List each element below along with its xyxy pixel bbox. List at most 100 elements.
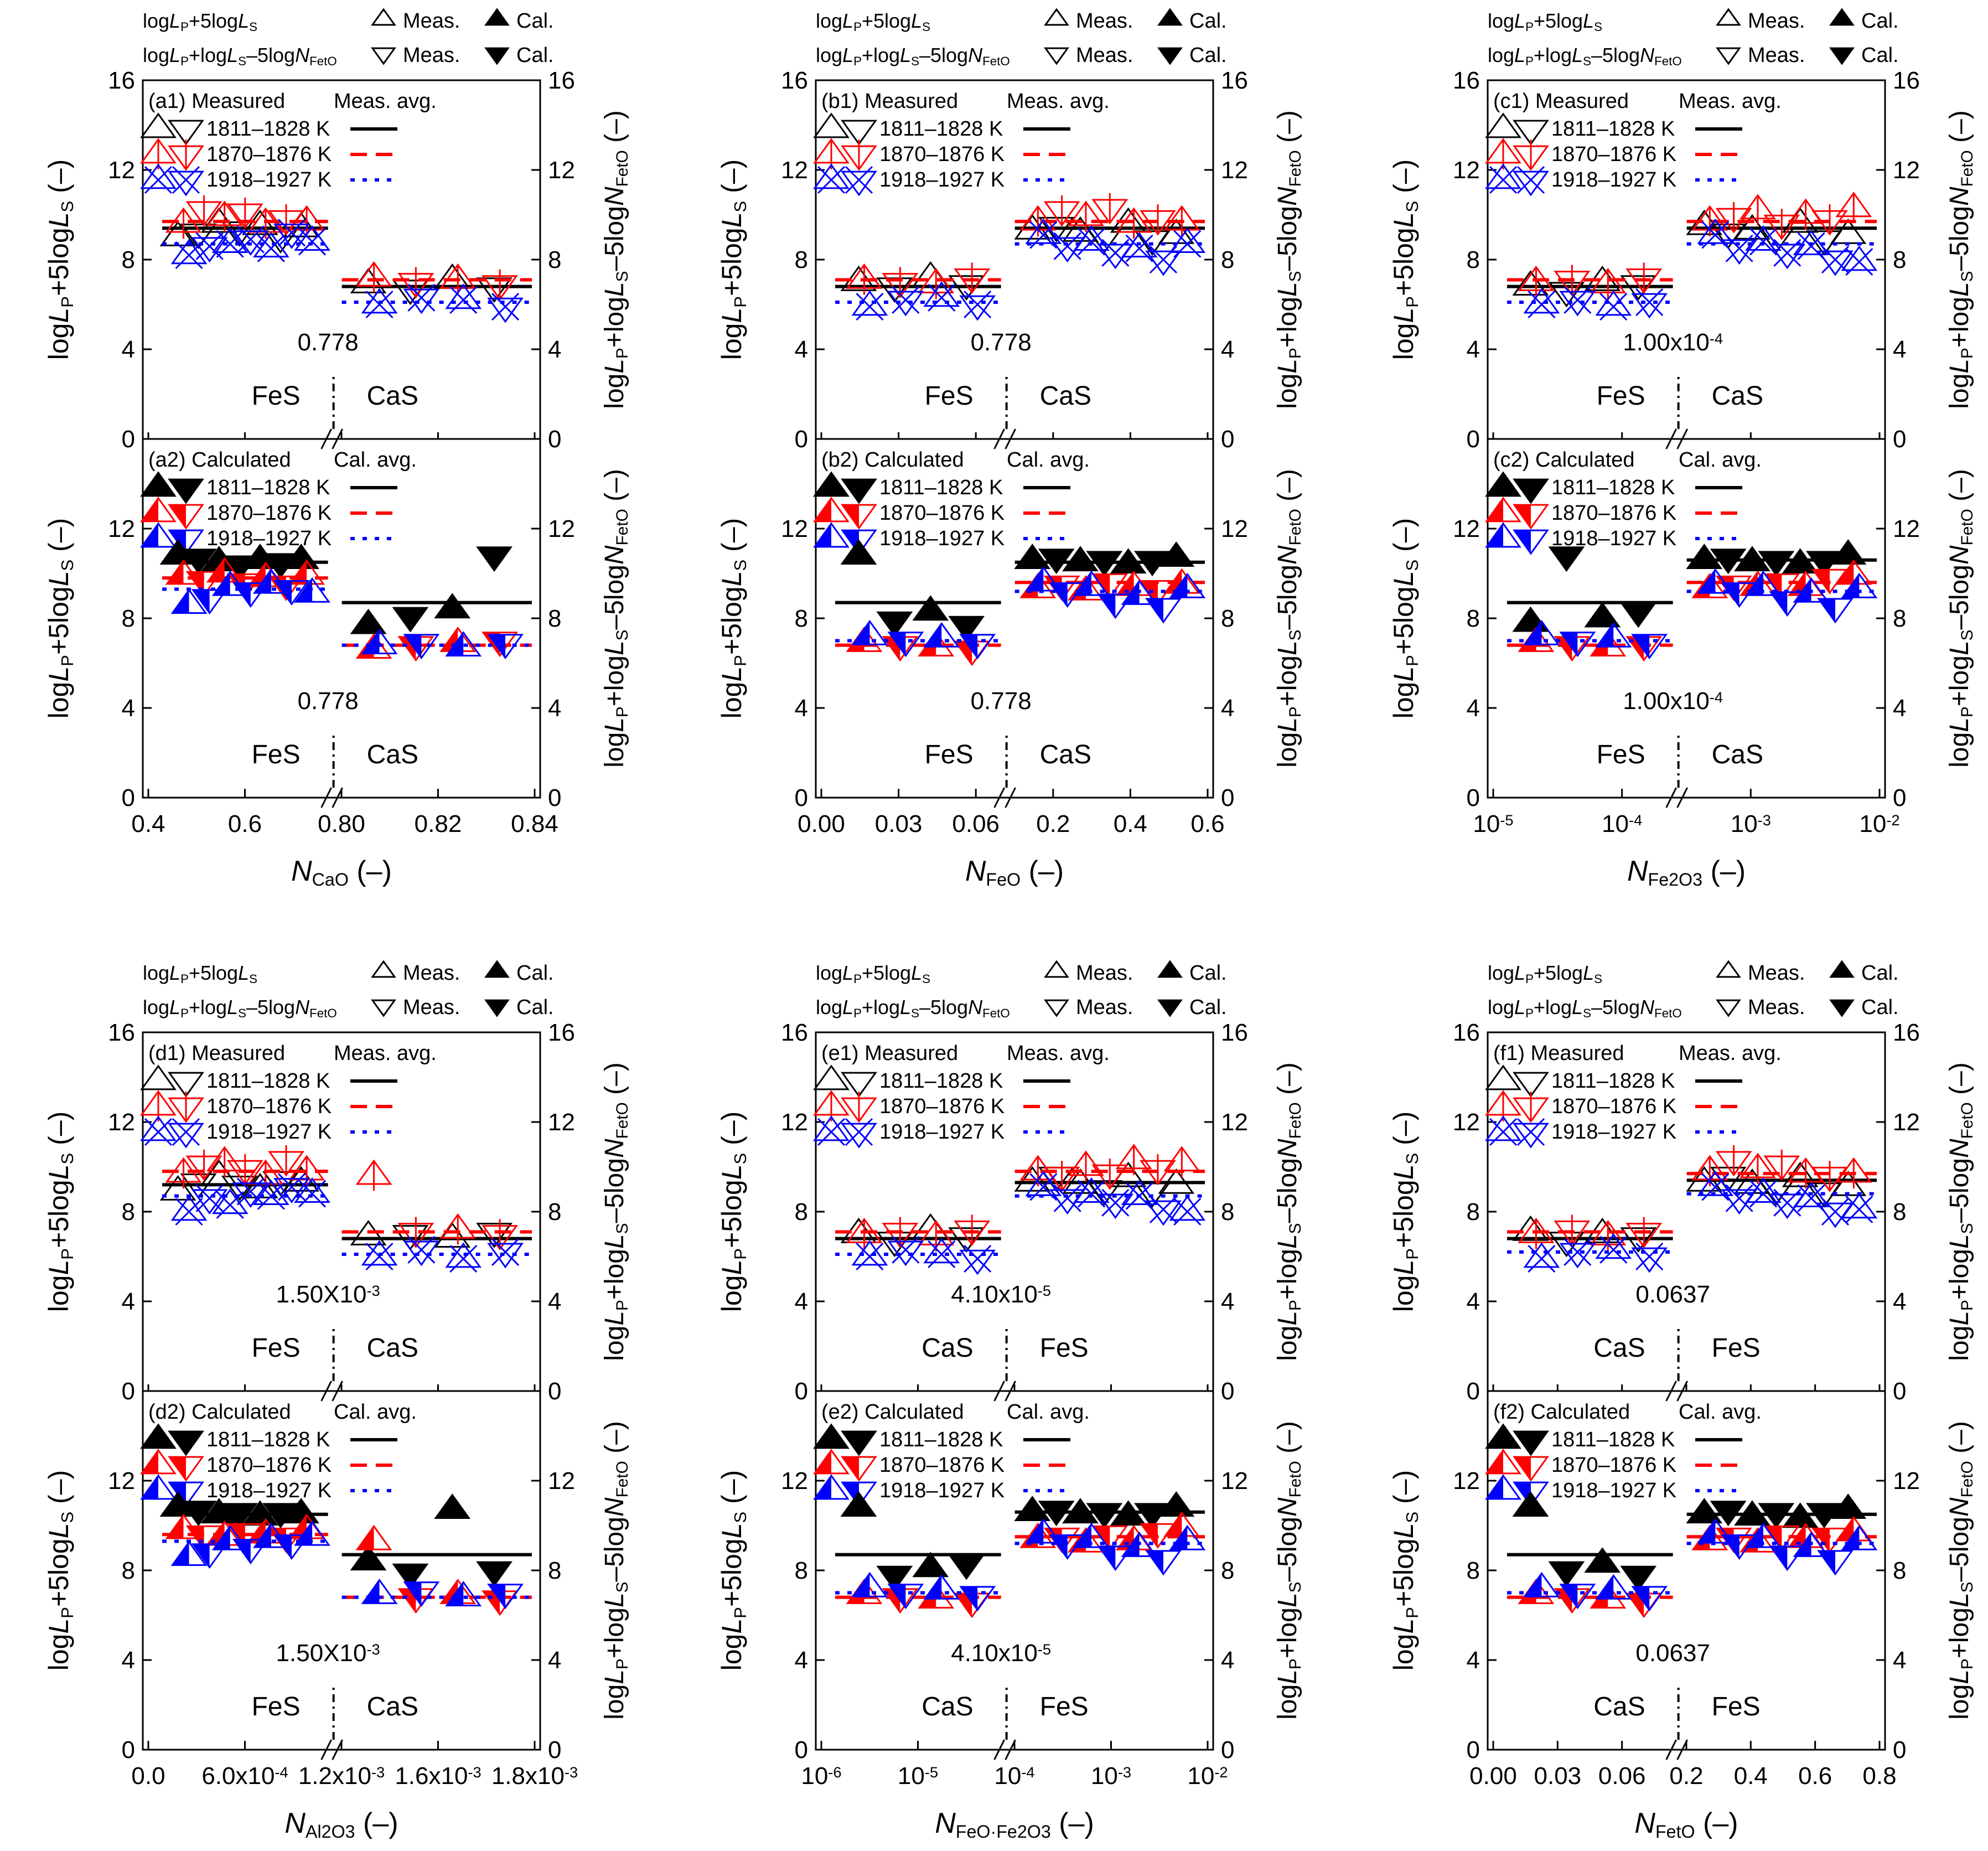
legend-marker-T3-up-icon bbox=[140, 163, 177, 189]
data-point-T3-cross bbox=[277, 1173, 306, 1201]
data-point-T3 bbox=[232, 1539, 269, 1565]
y-tick-label: 8 bbox=[795, 1557, 808, 1584]
data-point-T1 bbox=[350, 608, 387, 634]
y-tick-label: 4 bbox=[1467, 1647, 1480, 1674]
y-tick-label: 12 bbox=[781, 157, 808, 184]
data-point-T3-cross bbox=[1797, 232, 1825, 260]
data-point-T2-fill bbox=[357, 1526, 374, 1550]
subpanel-tag: (c2) Calculated bbox=[1493, 448, 1635, 472]
data-point-T3-cross bbox=[1564, 1238, 1592, 1266]
left-phase-label: FeS bbox=[925, 740, 974, 769]
legend-marker-T3-down-icon bbox=[1513, 529, 1549, 555]
data-point-T3 bbox=[232, 1182, 269, 1208]
legend-temp-label: 1870–1876 K bbox=[1551, 1454, 1676, 1477]
y-tick-label-right: 12 bbox=[1893, 157, 1920, 184]
data-point-T1 bbox=[392, 1225, 429, 1251]
legend-marker-T3-up-icon bbox=[140, 1115, 177, 1141]
legend-row1-label: logLP+5logLS bbox=[143, 9, 257, 34]
y-tick-label-right: 12 bbox=[548, 1467, 575, 1495]
data-point-T3 bbox=[1631, 634, 1668, 660]
data-point-T1 bbox=[434, 593, 471, 619]
data-point-T3 bbox=[851, 290, 888, 316]
legend-marker-T3-down-icon-cross bbox=[1516, 166, 1545, 194]
data-point-T2-fill bbox=[1591, 632, 1608, 656]
data-point-T3-cross bbox=[1077, 228, 1106, 256]
data-point-T1 bbox=[1158, 1168, 1195, 1194]
legend-marker-T3-down-icon-cross bbox=[172, 166, 200, 194]
data-point-T3-cross bbox=[1101, 239, 1130, 267]
data-point-T3 bbox=[1073, 1177, 1110, 1203]
x-tick-label: 10-3 bbox=[1731, 810, 1771, 837]
data-point-T3 bbox=[1097, 1545, 1134, 1571]
data-point-T3 bbox=[923, 622, 960, 648]
data-point-T3-fill bbox=[853, 1573, 870, 1597]
data-point-T3 bbox=[923, 1574, 960, 1600]
y-tick-label: 8 bbox=[122, 246, 135, 273]
data-point-T3 bbox=[1697, 218, 1734, 244]
data-point-T3 bbox=[403, 1240, 440, 1266]
data-point-T2-fill bbox=[847, 628, 864, 652]
y-tick-label-right: 12 bbox=[1221, 1467, 1248, 1495]
data-point-T3-cross bbox=[1635, 288, 1664, 317]
legend-meas-up-icon bbox=[1044, 960, 1069, 978]
y-tick-label: 4 bbox=[795, 336, 808, 363]
legend-temp-label: 1918–1927 K bbox=[879, 527, 1005, 550]
legend-row2-label: logLP+logLS–5logNFetO bbox=[143, 996, 337, 1020]
data-point-T3 bbox=[1559, 1243, 1596, 1269]
legend-temp-label: 1811–1828 K bbox=[879, 117, 1003, 141]
right-phase-label: CaS bbox=[367, 381, 418, 411]
y-tick-label-right: 16 bbox=[1893, 67, 1920, 94]
legend-temp-label: 1918–1927 K bbox=[206, 1479, 332, 1502]
data-point-T3 bbox=[211, 228, 249, 253]
avg-legend-label: Cal. avg. bbox=[1679, 1400, 1762, 1424]
y-tick-label-right: 0 bbox=[548, 1736, 561, 1764]
data-point-T1 bbox=[476, 1223, 513, 1249]
data-point-T3 bbox=[923, 281, 960, 307]
legend-marker-T1-up-icon bbox=[140, 1423, 177, 1449]
data-point-T2-fill bbox=[290, 1515, 307, 1538]
data-point-T1 bbox=[1830, 539, 1867, 565]
subpanel-tag: (e2) Calculated bbox=[821, 1400, 964, 1424]
legend-marker-T1-up-icon bbox=[813, 1423, 850, 1449]
axis-break-mark bbox=[332, 1739, 343, 1760]
data-point-T3 bbox=[191, 1543, 228, 1569]
data-point-T2-fill bbox=[1141, 581, 1158, 604]
data-point-T3 bbox=[361, 1578, 398, 1604]
legend-marker-T3-up-icon-cross bbox=[817, 166, 846, 194]
data-point-T1 bbox=[1710, 549, 1747, 575]
avg-legend-label: Meas. avg. bbox=[1007, 90, 1110, 113]
data-point-T1 bbox=[1548, 546, 1585, 572]
legend-marker-T1-down-icon bbox=[1513, 478, 1549, 504]
legend-row2-label: logLP+logLS–5logNFetO bbox=[143, 44, 337, 68]
data-point-T3 bbox=[959, 295, 996, 321]
data-point-T2-fill bbox=[847, 1580, 864, 1604]
legend-meas-label: Meas. bbox=[1076, 961, 1133, 985]
x-tick-label: 0.80 bbox=[318, 810, 365, 837]
legend-marker-T1-down-icon bbox=[168, 120, 204, 146]
data-point-T3 bbox=[403, 634, 440, 660]
legend-temp-label: 1870–1876 K bbox=[1551, 1095, 1676, 1118]
axis-break-mark-mid bbox=[320, 428, 332, 449]
y-tick-label: 12 bbox=[1453, 1109, 1480, 1136]
x-tick-label: 0.2 bbox=[1036, 810, 1070, 837]
subpanel-tag: (f1) Measured bbox=[1493, 1042, 1624, 1065]
data-point-T3 bbox=[1595, 622, 1632, 648]
y-axis-title-right: logLP+logLS–5logNFetO (–) bbox=[600, 110, 631, 409]
legend-marker-T3-down-icon bbox=[168, 1123, 204, 1149]
data-point-T1 bbox=[1086, 551, 1123, 577]
legend-marker-T3-down-icon bbox=[1513, 1123, 1549, 1149]
legend-temp-label: 1870–1876 K bbox=[206, 1095, 332, 1118]
y-tick-label: 16 bbox=[108, 67, 135, 94]
avg-legend-label: Cal. avg. bbox=[1679, 448, 1762, 472]
data-point-T1 bbox=[1014, 1496, 1051, 1522]
data-point-T2 bbox=[1740, 1527, 1776, 1553]
legend-marker-T1-down-icon bbox=[1513, 120, 1549, 146]
y-tick-label-right: 8 bbox=[1221, 1557, 1234, 1584]
data-point-T3 bbox=[252, 1180, 289, 1205]
y-tick-label-right: 12 bbox=[1893, 1109, 1920, 1136]
data-point-T3 bbox=[1721, 239, 1758, 265]
y-tick-label-right: 4 bbox=[1221, 695, 1234, 722]
legend-meas-label: Meas. bbox=[1748, 9, 1805, 33]
data-point-T3-cross bbox=[1701, 221, 1730, 249]
data-point-T1 bbox=[1686, 1498, 1723, 1524]
